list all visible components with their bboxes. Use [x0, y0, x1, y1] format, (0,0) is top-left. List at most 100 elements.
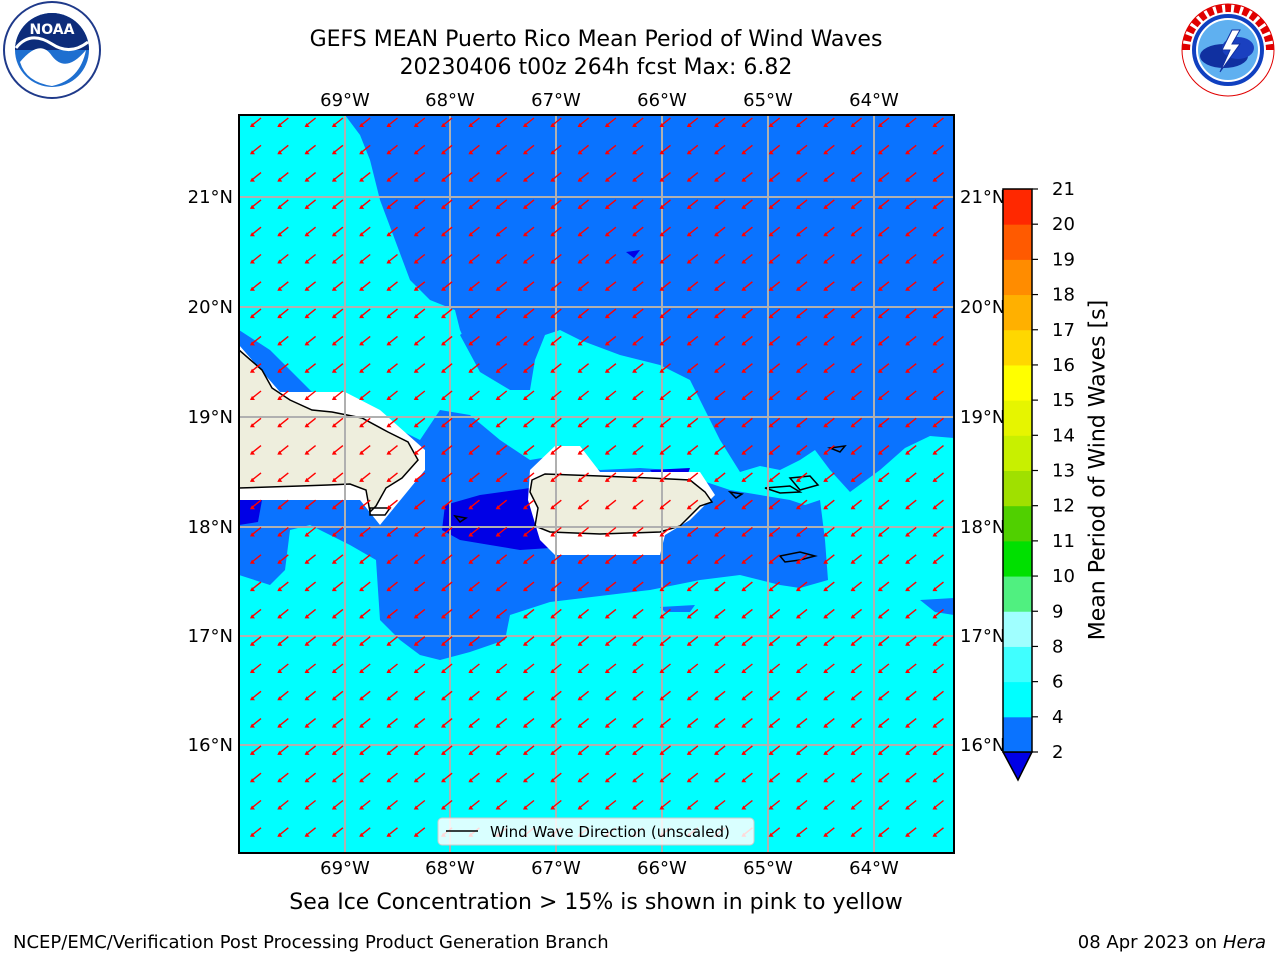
wind-wave-arrow-head: [823, 423, 829, 428]
wind-wave-arrow-head: [577, 696, 583, 701]
wind-wave-arrow-head: [331, 232, 337, 237]
wind-wave-arrow-head: [550, 614, 556, 619]
wind-wave-arrow-head: [714, 532, 720, 537]
wind-wave-arrow-head: [932, 505, 938, 510]
colorbar-tick-label: 20: [1052, 214, 1075, 235]
wind-wave-arrow-head: [823, 450, 829, 455]
wind-wave-arrow-head: [304, 559, 310, 564]
wind-wave-arrow-head: [768, 587, 774, 592]
wind-wave-arrow-head: [359, 123, 365, 127]
wind-wave-arrow-head: [413, 587, 419, 592]
wind-wave-arrow-head: [331, 669, 337, 673]
wind-wave-arrow-head: [304, 341, 310, 346]
lon-label-bottom: 68°W: [425, 858, 475, 879]
wind-wave-arrow-head: [714, 314, 720, 319]
wind-wave-arrow-head: [823, 123, 829, 127]
wind-wave-arrow-head: [714, 614, 720, 619]
wind-wave-arrow-head: [850, 505, 856, 510]
wind-wave-arrow-head: [550, 505, 556, 510]
wind-wave-arrow-head: [932, 532, 938, 537]
wind-wave-arrow-head: [495, 641, 501, 646]
wind-wave-arrow-head: [632, 805, 638, 810]
wind-wave-arrow-head: [659, 750, 665, 755]
wind-wave-arrow-head: [468, 177, 474, 182]
lon-label-top: 65°W: [743, 90, 793, 111]
wind-wave-arrow-head: [468, 450, 474, 455]
wind-wave-arrow-head: [932, 396, 938, 400]
wind-wave-arrow-head: [741, 150, 747, 155]
wind-wave-arrow-head: [523, 477, 528, 482]
lat-label-left: 18°N: [188, 517, 233, 538]
wind-wave-arrow-head: [277, 505, 283, 510]
wind-wave-arrow-head: [659, 423, 665, 428]
wind-wave-arrow-head: [877, 723, 883, 728]
lon-label-bottom: 67°W: [531, 858, 581, 879]
wind-wave-arrow-head: [413, 204, 419, 209]
island-outline: [778, 551, 818, 563]
wind-wave-arrow-head: [850, 750, 856, 755]
wind-wave-arrow-head: [604, 587, 610, 592]
wind-wave-arrow-head: [659, 696, 665, 701]
wind-wave-arrow-head: [659, 204, 665, 209]
wind-wave-arrow-head: [577, 778, 583, 783]
wind-wave-arrow-head: [523, 150, 528, 155]
wind-wave-arrow-head: [604, 723, 610, 728]
wind-wave-arrow-head: [250, 232, 255, 237]
wind-wave-arrow-head: [932, 696, 938, 701]
wind-wave-arrow-head: [796, 259, 801, 264]
wind-wave-arrow-head: [823, 177, 829, 182]
wind-wave-arrow-head: [386, 286, 392, 291]
colorbar-tick-label: 17: [1052, 320, 1075, 341]
wind-wave-arrow-head: [932, 423, 938, 428]
wind-wave-arrow-head: [277, 423, 283, 428]
wind-wave-arrow-head: [277, 286, 283, 291]
wind-wave-arrow-head: [932, 177, 938, 182]
wind-wave-arrow-head: [250, 805, 255, 810]
wave-period-below-2-region: [442, 488, 550, 550]
wind-wave-arrow-head: [877, 805, 883, 810]
lat-label-right: 17°N: [960, 626, 1005, 647]
wind-wave-arrow-head: [768, 559, 774, 564]
wind-wave-arrow-head: [550, 368, 556, 373]
wind-wave-arrow-head: [796, 177, 801, 182]
wind-wave-arrow-head: [877, 341, 883, 346]
wind-wave-arrow-head: [905, 477, 911, 482]
wind-wave-arrow-head: [604, 750, 610, 755]
wind-wave-arrow-head: [413, 423, 419, 428]
wind-wave-arrow-head: [796, 123, 801, 127]
wind-wave-arrow-head: [250, 150, 255, 155]
wind-wave-arrow-head: [796, 396, 801, 400]
wind-wave-arrow-head: [304, 477, 310, 482]
wind-wave-arrow-head: [550, 477, 556, 482]
wind-wave-arrow-head: [386, 232, 392, 237]
wind-wave-arrow-head: [714, 505, 720, 510]
wind-wave-arrow-head: [823, 314, 829, 319]
wind-wave-arrow-head: [932, 832, 938, 837]
wind-wave-arrow-head: [468, 778, 474, 783]
wind-wave-arrow-head: [823, 232, 829, 237]
wind-wave-arrow-head: [468, 286, 474, 291]
wind-wave-arrow-head: [604, 778, 610, 783]
wind-wave-arrow-head: [905, 669, 911, 673]
wind-wave-arrow-head: [468, 614, 474, 619]
wind-wave-arrow-head: [277, 232, 283, 237]
wind-wave-arrow-head: [277, 559, 283, 564]
wind-wave-arrow-head: [850, 778, 856, 783]
wind-wave-arrow-head: [768, 259, 774, 264]
wind-wave-arrow-head: [413, 559, 419, 564]
wind-wave-arrow-head: [932, 314, 938, 319]
wind-wave-arrow-head: [768, 614, 774, 619]
wind-wave-arrow-head: [386, 396, 392, 400]
wind-wave-arrow-head: [741, 669, 747, 673]
wind-wave-arrow-head: [523, 750, 528, 755]
sea-ice-note: Sea Ice Concentration > 15% is shown in …: [289, 890, 903, 915]
wind-wave-arrow-head: [932, 259, 938, 264]
wind-wave-arrow-head: [523, 450, 528, 455]
wind-wave-arrow-head: [823, 477, 829, 482]
wind-wave-arrow-head: [550, 450, 556, 455]
wind-wave-arrow-head: [823, 778, 829, 783]
wind-wave-arrow-head: [331, 314, 337, 319]
wind-wave-arrow-head: [877, 396, 883, 400]
wind-wave-arrow-head: [495, 532, 501, 537]
wind-wave-arrow-head: [686, 614, 692, 619]
